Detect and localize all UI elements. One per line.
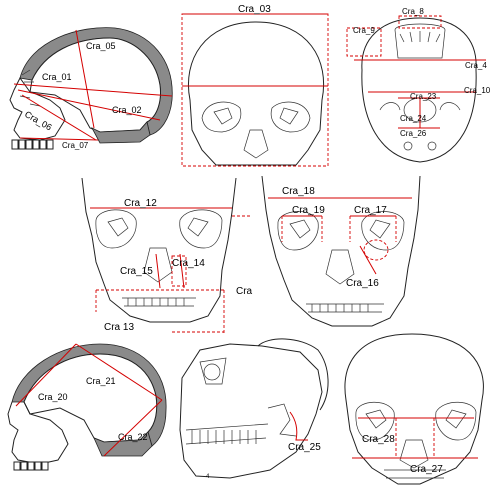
small-mark: 4	[206, 474, 210, 480]
measure-cra-9-box	[346, 27, 382, 57]
label-cra-4: Cra_4	[465, 61, 487, 70]
label-cra-03: Cra_03	[238, 4, 271, 15]
label-cra-18: Cra_18	[282, 186, 315, 197]
label-cra-25: Cra_25	[288, 442, 321, 453]
panel-lateral-skull-bottom: Cra_20 Cra_21 Cra_22	[7, 343, 167, 471]
label-cra-22: Cra_22	[118, 432, 148, 442]
measure-cra-02	[17, 89, 161, 121]
label-cra-12: Cra_12	[124, 198, 157, 209]
label-cra-02: Cra_02	[112, 105, 142, 115]
measure-cra-25	[289, 411, 308, 441]
panel-frontal-face-left: Cra_12 Cra_15 Cra_14 Cra 13 Cra	[81, 177, 253, 334]
label-cra-16: Cra_16	[346, 278, 379, 289]
label-cra-19: Cra_19	[292, 205, 325, 216]
measure-cra-07	[19, 137, 99, 141]
label-cra-10: Cra_10	[464, 86, 491, 95]
label-cra-01: Cra_01	[42, 72, 72, 82]
panel-basal-skull: Cra_8 Cra_9 Cra_4 Cra_10 Cra_23 Cra_24 C…	[346, 7, 491, 163]
measure-cra-8-box	[398, 15, 442, 29]
label-cra-07: Cra_07	[62, 141, 89, 150]
measure-cra-15	[155, 253, 161, 289]
label-cra-8: Cra_8	[402, 7, 424, 16]
label-cra-20: Cra_20	[38, 392, 68, 402]
label-cra-cut-off: Cra	[236, 286, 253, 297]
measure-cra-20	[15, 343, 77, 407]
measure-cra-03-box	[181, 13, 329, 167]
measure-cra-16	[359, 245, 377, 275]
measure-cra-05	[75, 29, 95, 129]
label-cra-9: Cra_9	[353, 26, 375, 35]
teeth-row	[11, 139, 54, 150]
label-cra-24: Cra_24	[400, 114, 427, 123]
label-cra-27: Cra_27	[410, 464, 443, 475]
panel-mandible-oblique: Cra_25 4	[179, 338, 329, 480]
label-cra-21: Cra_21	[86, 376, 116, 386]
teeth-row-bottom	[13, 461, 49, 471]
label-cra-14: Cra_14	[172, 258, 205, 269]
measure-cra-14	[179, 253, 185, 289]
label-cra-26: Cra_26	[400, 129, 427, 138]
label-cra-23: Cra_23	[410, 92, 437, 101]
panel-lateral-skull-top: Cra_05 Cra_01 Cra_02 Cra_06 Cra_07	[9, 27, 173, 150]
panel-frontal-face-right: Cra_18 Cra_19 Cra_17 Cra_16	[261, 175, 421, 327]
panel-frontal-face-bottom: Cra_28 Cra_27	[344, 333, 484, 485]
label-cra-06: Cra_06	[23, 109, 54, 132]
label-cra-17: Cra_17	[354, 205, 387, 216]
label-cra-28: Cra_28	[362, 434, 395, 445]
label-cra-15: Cra_15	[120, 266, 153, 277]
measure-cra-06	[21, 94, 97, 141]
measure-cra-21	[75, 343, 163, 401]
measure-cra-01	[13, 83, 173, 97]
measure-cra-22	[103, 399, 163, 457]
label-cra-13: Cra 13	[104, 322, 134, 333]
panel-frontal-skull-cra03: Cra_03	[181, 4, 329, 167]
label-cra-05: Cra_05	[86, 41, 116, 51]
